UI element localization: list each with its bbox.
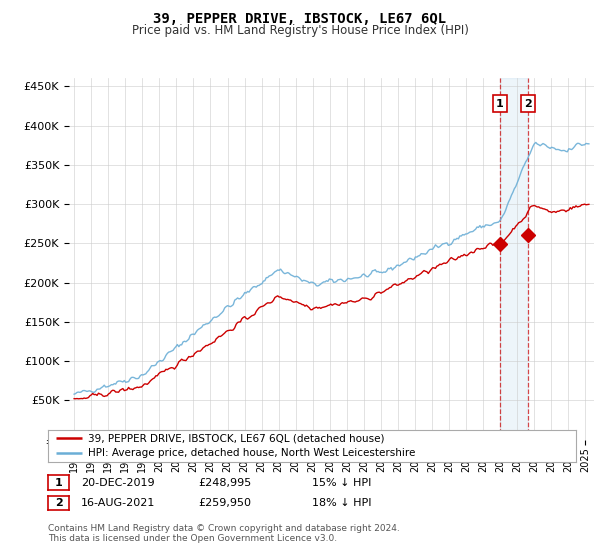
Text: 18% ↓ HPI: 18% ↓ HPI	[312, 498, 371, 508]
Text: 1: 1	[496, 99, 503, 109]
Text: 2: 2	[524, 99, 532, 109]
Text: 16-AUG-2021: 16-AUG-2021	[81, 498, 155, 508]
Text: Price paid vs. HM Land Registry's House Price Index (HPI): Price paid vs. HM Land Registry's House …	[131, 24, 469, 36]
Text: 2: 2	[55, 498, 62, 508]
Bar	[500, 78, 528, 440]
Text: 20-DEC-2019: 20-DEC-2019	[81, 478, 155, 488]
Text: 39, PEPPER DRIVE, IBSTOCK, LE67 6QL (detached house): 39, PEPPER DRIVE, IBSTOCK, LE67 6QL (det…	[88, 433, 384, 444]
Text: 1: 1	[55, 478, 62, 488]
Text: £248,995: £248,995	[198, 478, 251, 488]
Text: £259,950: £259,950	[198, 498, 251, 508]
Text: 15% ↓ HPI: 15% ↓ HPI	[312, 478, 371, 488]
Text: 39, PEPPER DRIVE, IBSTOCK, LE67 6QL: 39, PEPPER DRIVE, IBSTOCK, LE67 6QL	[154, 12, 446, 26]
Text: Contains HM Land Registry data © Crown copyright and database right 2024.
This d: Contains HM Land Registry data © Crown c…	[48, 524, 400, 543]
Text: HPI: Average price, detached house, North West Leicestershire: HPI: Average price, detached house, Nort…	[88, 448, 415, 458]
